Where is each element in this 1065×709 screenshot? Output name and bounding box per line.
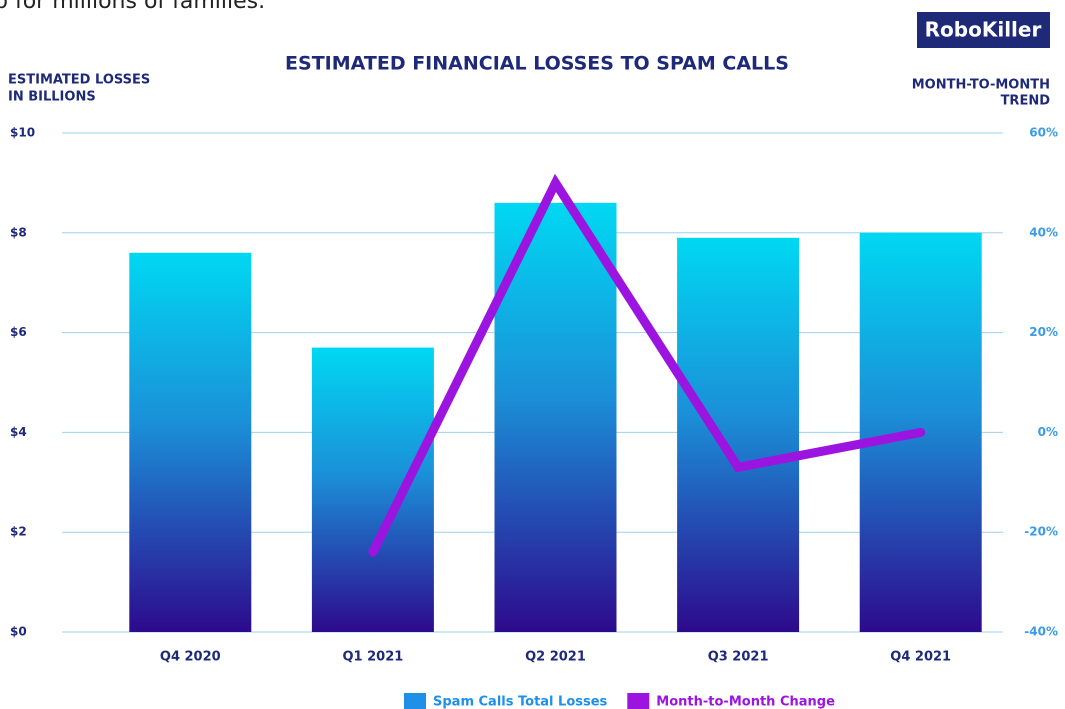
y-tick-label: $8 (10, 225, 27, 239)
chart-title: ESTIMATED FINANCIAL LOSSES TO SPAM CALLS (285, 53, 789, 75)
x-tick-label: Q2 2021 (525, 650, 586, 665)
y2-tick-label: 20% (1029, 325, 1058, 339)
bar (129, 252, 252, 632)
y-axis-title: ESTIMATED LOSSES (8, 73, 150, 88)
y-tick-label: $4 (10, 425, 27, 439)
y2-tick-label: -20% (1024, 525, 1058, 539)
brand: RoboKiller (925, 18, 1042, 42)
legend-swatch (627, 693, 650, 709)
bar (677, 237, 800, 633)
y2-tick-label: 60% (1029, 126, 1058, 140)
line (368, 173, 926, 557)
brand-box (917, 12, 1050, 48)
y-tick-label: $10 (10, 126, 35, 140)
y2-tick-label: 40% (1029, 225, 1058, 239)
y-tick-label: $0 (10, 625, 27, 639)
annotation: p for millions of families. (0, 0, 265, 14)
x-tick-label: Q4 2020 (160, 650, 221, 665)
x-tick-label: Q3 2021 (708, 650, 769, 665)
legend-label: Month-to-Month Change (656, 695, 835, 709)
y2-tick-label: -40% (1024, 625, 1058, 639)
x-tick-label: Q1 2021 (342, 650, 403, 665)
y-axis-title: IN BILLIONS (8, 90, 96, 105)
y2-axis-title: MONTH-TO-MONTH (912, 78, 1050, 93)
y-tick-label: $6 (10, 325, 27, 339)
y2-tick-label: 0% (1038, 425, 1058, 439)
y-tick-label: $2 (10, 525, 27, 539)
bar (311, 347, 434, 632)
x-tick-label: Q4 2021 (890, 650, 951, 665)
legend-swatch (404, 693, 426, 709)
y2-axis-title: TREND (1001, 94, 1051, 109)
legend-label: Spam Calls Total Losses (433, 695, 608, 709)
